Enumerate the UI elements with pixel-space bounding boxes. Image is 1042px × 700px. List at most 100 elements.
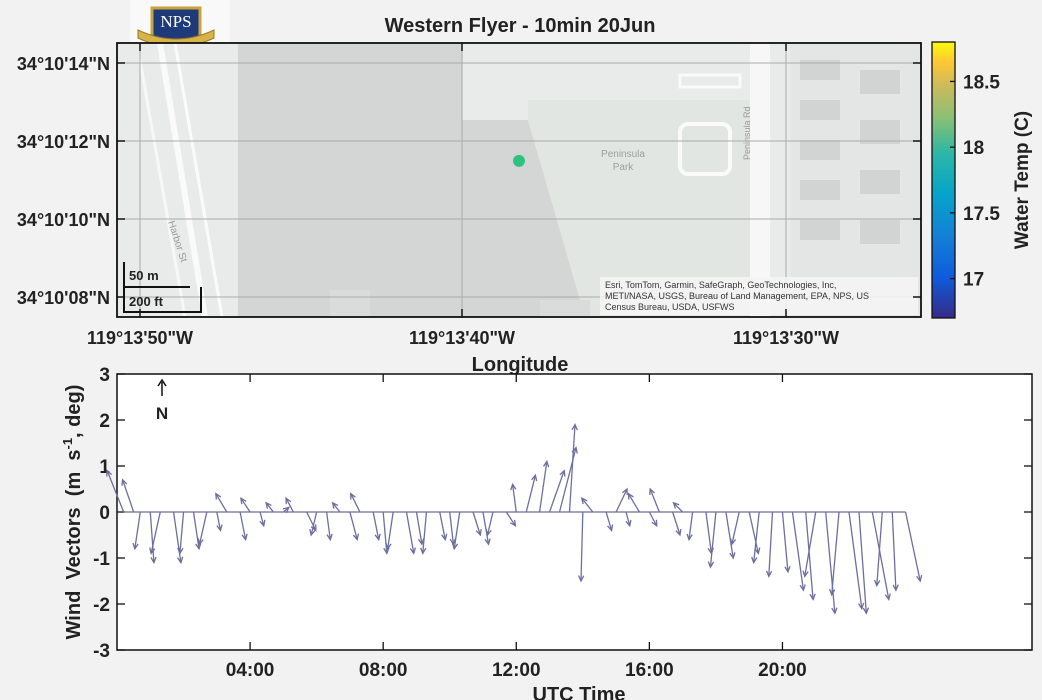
wind-vector-head	[621, 487, 628, 496]
wind-vector	[904, 511, 921, 582]
north-label: N	[156, 404, 168, 423]
wind-vector-head	[754, 547, 761, 555]
north-indicator: N	[156, 378, 168, 423]
wind-vector-head	[577, 575, 585, 583]
wind-vector-head	[707, 561, 715, 569]
wind-vector-head	[177, 547, 184, 555]
wind-vector	[781, 511, 789, 572]
wind-vector-head	[285, 496, 292, 505]
wind-vector-head	[828, 588, 836, 597]
svg-text:Wind Vectors (m s-1, deg): Wind Vectors (m s-1, deg)	[60, 385, 85, 640]
wind-vector-head	[580, 497, 588, 505]
x-tick-label: 08:00	[359, 660, 408, 681]
wind-vector-head	[441, 533, 448, 542]
wind-vector-head	[857, 602, 865, 611]
wind-vector	[825, 511, 836, 614]
wind-vector	[605, 511, 613, 531]
y-tick-label: -3	[93, 641, 110, 662]
wind-vector	[216, 511, 222, 531]
lat-tick-label: 34°10'08"N	[17, 288, 110, 308]
wind-vector-head	[216, 524, 223, 532]
wind-vector-head	[510, 482, 517, 491]
wind-vector-head	[627, 492, 634, 500]
wind-vector-head	[195, 542, 202, 551]
scale-bar	[123, 262, 202, 313]
wind-vector	[688, 511, 694, 540]
x-tick-label: 12:00	[492, 660, 541, 681]
wind-vector-head	[417, 538, 425, 546]
wind-vector-head	[309, 528, 316, 537]
wind-vector-head	[409, 547, 417, 555]
wind-vector	[648, 511, 658, 527]
attribution-line1: Esri, TomTom, Garmin, SafeGraph, GeoTech…	[605, 280, 836, 290]
wind-vector	[332, 502, 341, 513]
wind-vector	[198, 511, 208, 545]
wind-vector	[705, 511, 713, 554]
wind-vector-head	[451, 542, 459, 551]
wind-vector	[615, 488, 628, 513]
wind-vector-head	[809, 593, 816, 601]
y-tick-label: -1	[93, 549, 110, 570]
wind-vector	[805, 511, 814, 600]
wind-vector-head	[784, 565, 791, 574]
wind-vector	[415, 511, 423, 545]
wind-vector-head	[326, 533, 333, 542]
lat-tick-label: 34°10'12"N	[17, 132, 110, 152]
wind-vector	[259, 511, 265, 526]
wind-vector-head	[485, 528, 492, 537]
wind-vector-head	[484, 538, 491, 546]
map-xlabel: Longitude	[472, 354, 569, 376]
colorbar-tick-label: 17.5	[963, 204, 1000, 225]
wind-vector-head	[265, 501, 272, 509]
wind-vector	[511, 484, 517, 513]
wind-vector-head	[765, 570, 773, 578]
wind-vector	[449, 511, 455, 545]
wind-vector-head	[149, 547, 156, 555]
wind-vector	[505, 511, 516, 527]
colorbar-tick-label: 18	[963, 138, 984, 159]
wind-vector	[306, 511, 317, 531]
wind-vector-head	[559, 469, 566, 477]
wind-vector	[453, 511, 461, 549]
wind-vector-head	[385, 542, 392, 551]
wind-vector-head	[240, 496, 247, 505]
colorbar-tick-label: 17	[963, 270, 984, 291]
wind-vector-head	[350, 492, 356, 500]
wind-vector	[422, 511, 428, 554]
wind-vector	[179, 511, 185, 554]
wind-vector	[804, 511, 817, 577]
wind-vector	[122, 479, 135, 513]
park-label-line1: Peninsula	[601, 149, 645, 160]
scale-bar-metric: 50 m	[129, 268, 159, 283]
wind-vector	[525, 475, 537, 513]
wind-vector	[106, 470, 125, 513]
wind-vector	[731, 511, 740, 545]
wind-vector	[472, 511, 481, 536]
wind-vector	[285, 497, 294, 513]
wind-vector-head	[475, 528, 482, 537]
wind-vector	[387, 511, 394, 549]
wind-vector-head	[686, 533, 693, 542]
wind-vector	[709, 511, 717, 568]
y-tick-label: 3	[99, 365, 110, 386]
wind-vector	[349, 511, 358, 540]
wind-axis-ticks: 3 2 1 0 -1 -2 -3 04:00 08:00 12:00 16:00 20:00	[93, 365, 1032, 681]
wind-vector	[310, 511, 318, 536]
wind-vector	[482, 511, 490, 545]
y-tick-label: 0	[99, 503, 110, 524]
wind-vector-head	[176, 556, 184, 565]
wind-vector	[891, 511, 897, 591]
ship-position-point	[513, 154, 525, 167]
wind-vector-head	[531, 473, 538, 482]
wind-vector	[673, 502, 684, 513]
wind-vector-head	[150, 556, 157, 565]
lon-tick-label: 119°13'50"W	[87, 328, 193, 348]
wind-vector	[625, 511, 631, 526]
wind-vector	[858, 511, 867, 614]
wind-vector	[240, 497, 251, 513]
wind-vector-head	[799, 584, 806, 592]
wind-vector	[439, 511, 446, 540]
wind-vector-head	[873, 579, 881, 588]
x-tick-label: 04:00	[226, 660, 275, 681]
